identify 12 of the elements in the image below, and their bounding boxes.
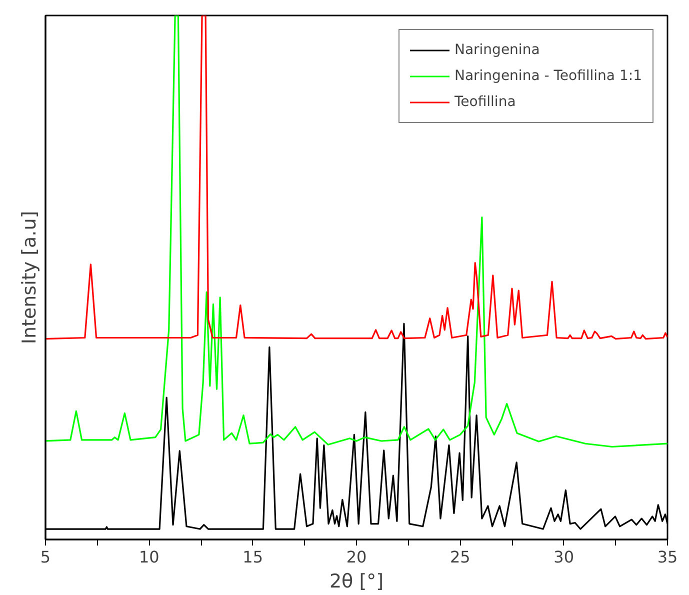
x-tick-label: 35	[657, 548, 678, 566]
x-tick-label: 10	[138, 548, 160, 566]
legend-label: Naringenina	[454, 42, 540, 58]
x-tick-label: 20	[346, 548, 367, 566]
x-tick-label: 30	[554, 548, 574, 566]
x-tick-label: 25	[450, 548, 470, 566]
legend-label: Naringenina - Teofillina 1:1	[454, 68, 642, 84]
x-tick-label: 5	[40, 548, 51, 566]
legend-label: Teofillina	[454, 94, 516, 110]
x-axis-title: 2θ [°]	[329, 570, 384, 592]
x-tick-label: 15	[242, 548, 264, 566]
y-axis-title: Intensity [a.u]	[18, 210, 40, 344]
